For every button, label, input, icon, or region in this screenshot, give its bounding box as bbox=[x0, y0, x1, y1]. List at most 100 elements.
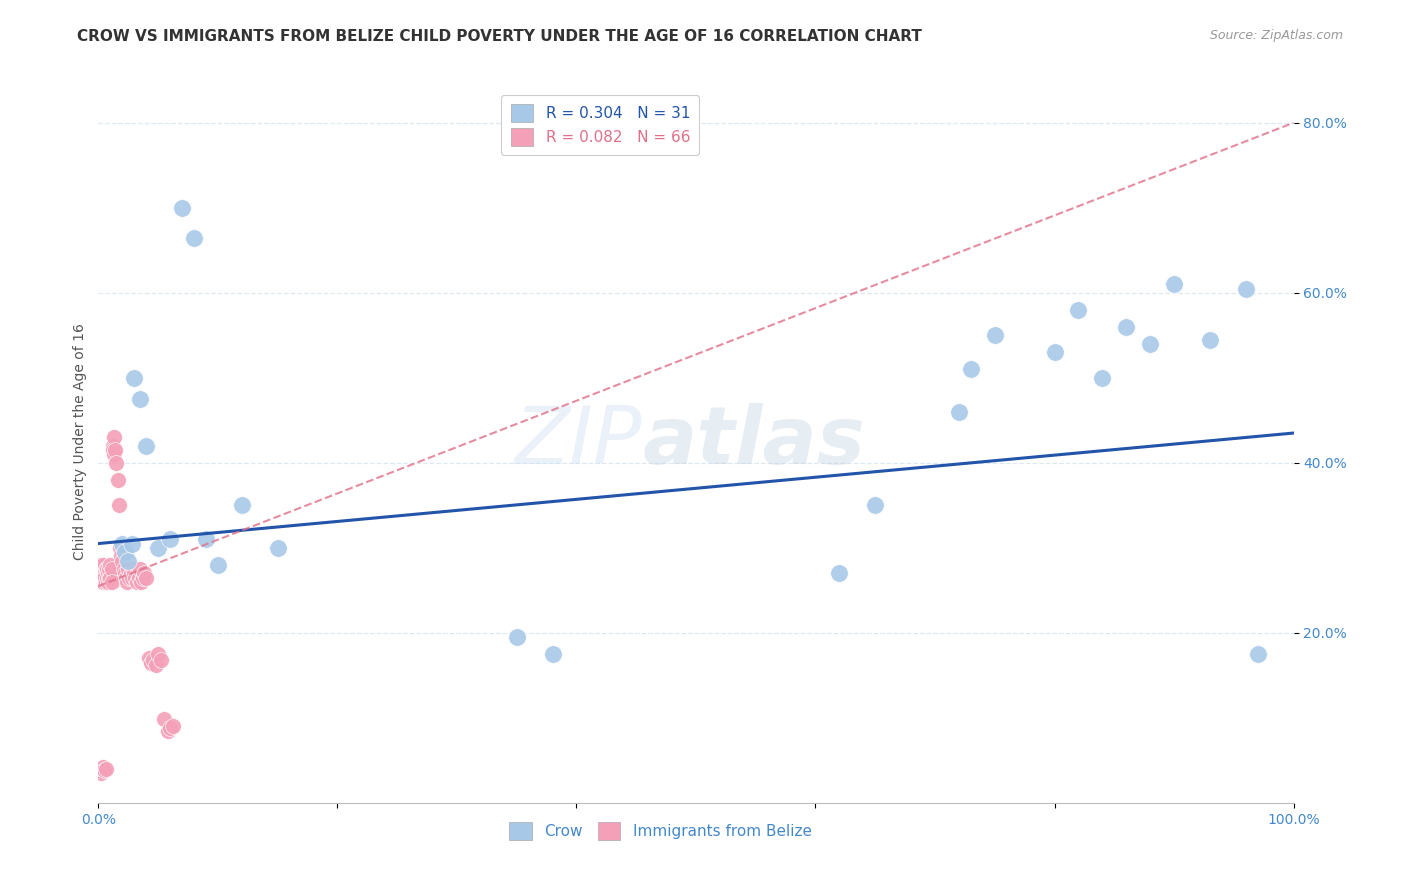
Point bbox=[1139, 336, 1161, 351]
Point bbox=[948, 405, 970, 419]
Point bbox=[103, 447, 125, 461]
Point bbox=[125, 574, 148, 589]
Point bbox=[97, 574, 120, 589]
Point bbox=[127, 566, 149, 581]
Point bbox=[129, 392, 152, 406]
Point bbox=[1115, 319, 1137, 334]
Point bbox=[138, 651, 160, 665]
Point bbox=[118, 570, 141, 584]
Point bbox=[149, 653, 172, 667]
Point bbox=[101, 439, 124, 453]
Point bbox=[96, 570, 118, 584]
Point bbox=[108, 541, 131, 555]
Point bbox=[110, 549, 132, 564]
Point bbox=[120, 566, 142, 581]
Point bbox=[121, 570, 143, 584]
Point bbox=[98, 570, 122, 584]
Point bbox=[159, 721, 181, 735]
Point bbox=[960, 362, 983, 376]
Point bbox=[91, 570, 114, 584]
Text: Source: ZipAtlas.com: Source: ZipAtlas.com bbox=[1209, 29, 1343, 42]
Point bbox=[101, 443, 124, 458]
Text: atlas: atlas bbox=[643, 402, 865, 481]
Point bbox=[124, 371, 146, 385]
Point bbox=[865, 498, 887, 512]
Point bbox=[828, 566, 851, 581]
Point bbox=[93, 566, 115, 581]
Point bbox=[142, 653, 165, 667]
Point bbox=[172, 201, 194, 215]
Text: ZIP: ZIP bbox=[515, 402, 643, 481]
Point bbox=[89, 764, 111, 778]
Point bbox=[1163, 277, 1185, 292]
Point bbox=[91, 760, 114, 774]
Point bbox=[231, 498, 253, 512]
Point bbox=[97, 566, 120, 581]
Point bbox=[104, 443, 127, 458]
Point bbox=[153, 713, 176, 727]
Point bbox=[124, 566, 146, 581]
Point bbox=[541, 647, 564, 661]
Point bbox=[131, 574, 153, 589]
Point bbox=[135, 570, 157, 584]
Point bbox=[1091, 371, 1114, 385]
Point bbox=[1247, 647, 1270, 661]
Point bbox=[984, 328, 1007, 343]
Point bbox=[94, 562, 117, 576]
Point bbox=[111, 553, 134, 567]
Point bbox=[112, 562, 135, 576]
Point bbox=[195, 533, 218, 547]
Point bbox=[148, 541, 170, 555]
Point bbox=[122, 562, 145, 576]
Text: CROW VS IMMIGRANTS FROM BELIZE CHILD POVERTY UNDER THE AGE OF 16 CORRELATION CHA: CROW VS IMMIGRANTS FROM BELIZE CHILD POV… bbox=[77, 29, 922, 44]
Point bbox=[131, 570, 153, 584]
Point bbox=[100, 562, 122, 576]
Point bbox=[145, 658, 167, 673]
Point bbox=[100, 574, 122, 589]
Point bbox=[506, 630, 529, 644]
Point bbox=[89, 558, 111, 572]
Point bbox=[93, 764, 115, 778]
Point bbox=[183, 230, 205, 244]
Point bbox=[207, 558, 229, 572]
Point bbox=[135, 439, 157, 453]
Point bbox=[98, 558, 122, 572]
Point bbox=[267, 541, 290, 555]
Point bbox=[159, 533, 181, 547]
Point bbox=[111, 536, 134, 550]
Point bbox=[105, 456, 128, 470]
Point bbox=[128, 570, 150, 584]
Point bbox=[132, 566, 155, 581]
Point bbox=[139, 656, 162, 670]
Point bbox=[1067, 302, 1090, 317]
Point bbox=[129, 562, 152, 576]
Point bbox=[93, 570, 115, 584]
Y-axis label: Child Poverty Under the Age of 16: Child Poverty Under the Age of 16 bbox=[73, 323, 87, 560]
Point bbox=[117, 553, 139, 567]
Point bbox=[91, 762, 114, 776]
Point bbox=[121, 536, 143, 550]
Point bbox=[107, 498, 129, 512]
Point bbox=[162, 719, 184, 733]
Point bbox=[94, 762, 117, 776]
Point bbox=[94, 574, 117, 589]
Point bbox=[1199, 333, 1222, 347]
Point bbox=[156, 723, 179, 738]
Point bbox=[1234, 281, 1257, 295]
Point bbox=[91, 562, 114, 576]
Point bbox=[115, 570, 138, 584]
Point bbox=[117, 562, 139, 576]
Point bbox=[90, 766, 112, 780]
Point bbox=[115, 574, 138, 589]
Legend: Crow, Immigrants from Belize: Crow, Immigrants from Belize bbox=[502, 816, 818, 846]
Point bbox=[91, 558, 114, 572]
Point bbox=[103, 430, 125, 444]
Point bbox=[90, 566, 112, 581]
Point bbox=[1043, 345, 1066, 359]
Point bbox=[91, 574, 114, 589]
Point bbox=[114, 545, 136, 559]
Point bbox=[96, 562, 118, 576]
Point bbox=[98, 570, 121, 584]
Point bbox=[107, 473, 129, 487]
Point bbox=[98, 562, 121, 576]
